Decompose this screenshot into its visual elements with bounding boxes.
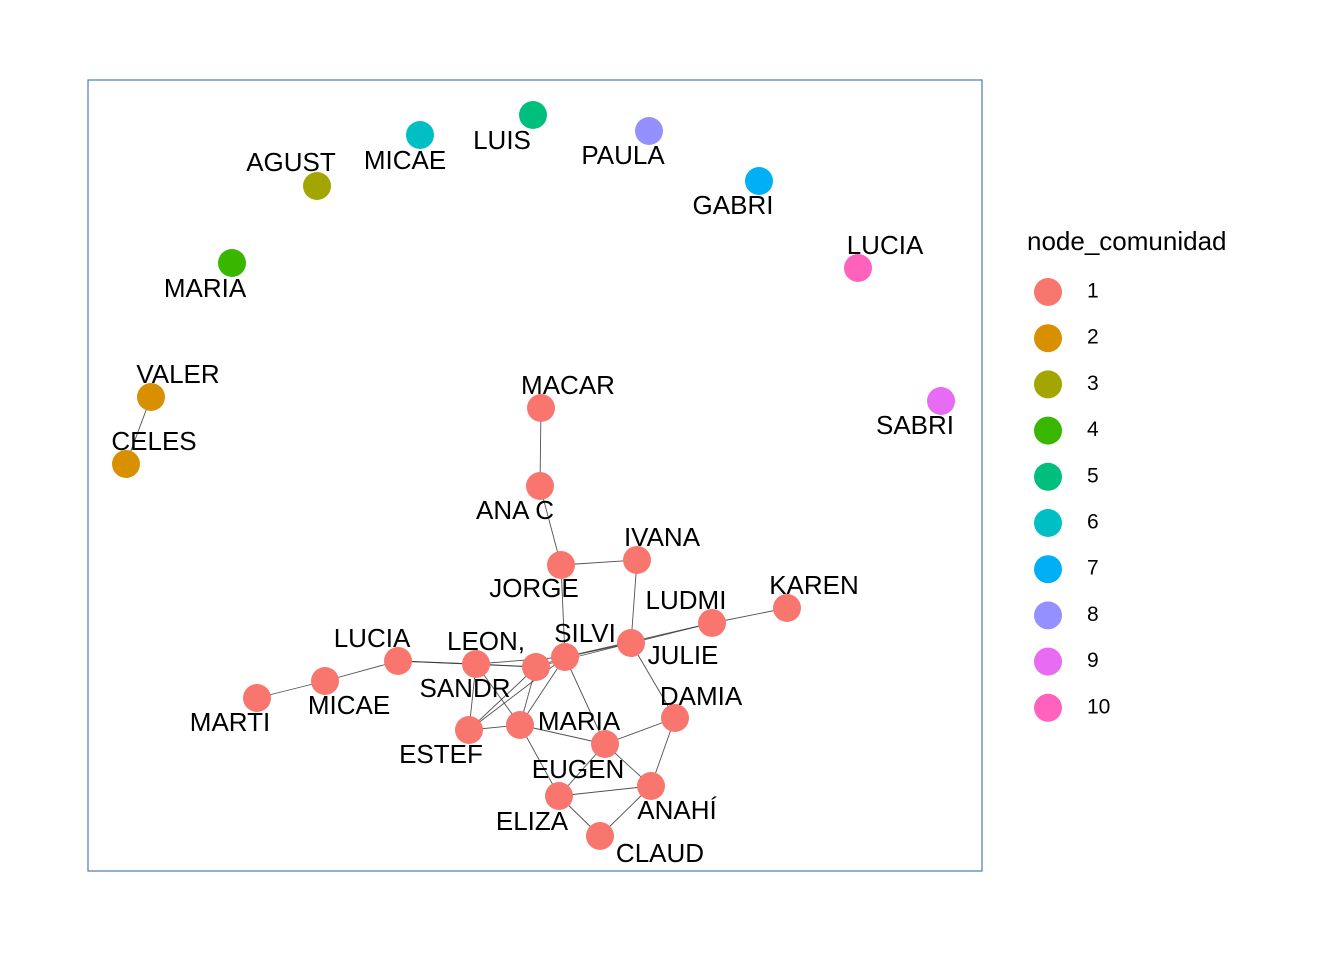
node-anahi — [637, 772, 665, 800]
legend-label-8: 8 — [1087, 603, 1099, 626]
node-luis — [519, 101, 547, 129]
node-estef — [455, 716, 483, 744]
node-label-maria_top: MARIA — [164, 273, 247, 303]
node-micae — [311, 667, 339, 695]
node-celes — [112, 450, 140, 478]
legend-key-3 — [1034, 370, 1062, 399]
legend-title: node_comunidad — [1027, 226, 1227, 256]
node-label-lucia: LUCIA — [334, 623, 411, 653]
node-label-maria: MARIA — [538, 706, 621, 736]
node-micae_top — [406, 121, 434, 149]
node-label-silvi: SILVI — [554, 618, 616, 648]
node-macar — [527, 394, 555, 422]
legend-label-5: 5 — [1087, 464, 1099, 487]
node-agust — [303, 172, 331, 200]
legend-label-7: 7 — [1087, 557, 1099, 580]
legend-label-10: 10 — [1087, 695, 1110, 718]
edge-sandr-estef — [468, 666, 537, 731]
node-sandr — [522, 653, 550, 681]
plot-panel-border — [87, 79, 983, 872]
node-label-celes: CELES — [111, 426, 196, 456]
edge-silvi-leon — [475, 656, 566, 665]
legend-key-6 — [1034, 509, 1062, 537]
node-label-leon: LEON, — [447, 626, 525, 656]
node-ivana — [623, 546, 651, 574]
node-leon — [462, 650, 490, 678]
node-maria — [506, 711, 534, 739]
legend: node_comunidad 1 2 3 4 5 6 7 8 9 10 — [1027, 226, 1227, 722]
node-label-damia: DAMIA — [660, 681, 743, 711]
legend-label-2: 2 — [1087, 326, 1099, 349]
legend-label-1: 1 — [1087, 280, 1099, 303]
node-gabri — [745, 167, 773, 195]
node-label-lucia_top: LUCIA — [847, 230, 924, 260]
node-lucia — [384, 647, 412, 675]
legend-key-7 — [1034, 555, 1062, 584]
node-label-anahi: ANAHÍ — [637, 795, 717, 825]
node-label-karen: KAREN — [769, 570, 859, 600]
legend-label-6: 6 — [1087, 511, 1099, 534]
edge-maria-eugen — [519, 724, 606, 745]
node-label-julie: JULIE — [648, 640, 719, 670]
node-label-marti: MARTI — [190, 707, 270, 737]
node-ludmi — [698, 609, 726, 637]
node-label-ivana: IVANA — [624, 522, 701, 552]
node-damia — [661, 704, 689, 732]
legend-label-4: 4 — [1087, 418, 1099, 441]
legend-key-2 — [1034, 324, 1062, 353]
legend-label-9: 9 — [1087, 649, 1099, 672]
node-label-gabri: GABRI — [693, 190, 774, 220]
node-label-jorge: JORGE — [489, 573, 579, 603]
nodes-layer — [112, 101, 955, 850]
legend-key-8 — [1034, 601, 1062, 630]
legend-label-3: 3 — [1087, 372, 1099, 395]
node-label-sandr: SANDR — [419, 673, 510, 703]
node-label-luis: LUIS — [473, 125, 531, 155]
node-valer — [137, 383, 165, 411]
node-label-paula: PAULA — [581, 140, 665, 170]
legend-key-4 — [1034, 416, 1062, 445]
node-lucia_top — [844, 254, 872, 282]
edge-jorge-silvi — [560, 564, 566, 658]
edge-eliza-anahi — [558, 785, 652, 797]
edge-silvi-eugen — [564, 656, 606, 745]
node-label-micae: MICAE — [308, 690, 390, 720]
node-label-macar: MACAR — [521, 370, 615, 400]
edges-layer — [125, 396, 788, 837]
node-label-estef: ESTEF — [399, 739, 483, 769]
legend-key-9 — [1034, 647, 1062, 676]
node-karen — [773, 594, 801, 622]
node-claud — [586, 822, 614, 850]
node-maria_top — [218, 249, 246, 277]
node-label-sabri: SABRI — [876, 410, 954, 440]
node-label-micae_top: MICAE — [364, 145, 446, 175]
legend-key-1 — [1034, 278, 1062, 306]
node-label-agust: AGUST — [246, 147, 336, 177]
node-paula — [635, 117, 663, 145]
labels-layer: AGUST MICAE LUIS PAULA GABRI LUCIA MARIA VALER C… — [111, 125, 954, 868]
node-marti — [243, 684, 271, 712]
legend-key-5 — [1034, 462, 1062, 491]
node-silvi — [551, 643, 579, 671]
node-label-ludmi: LUDMI — [646, 585, 727, 615]
node-eliza — [545, 782, 573, 810]
node-label-claud: CLAUD — [616, 838, 704, 868]
edge-julie-damia — [630, 642, 676, 719]
node-anac — [526, 472, 554, 500]
node-label-eliza: ELIZA — [496, 806, 569, 836]
node-sabri — [927, 387, 955, 415]
legend-key-10 — [1034, 693, 1062, 722]
node-label-anac: ANA C — [476, 495, 554, 525]
edge-julie-sandr — [535, 642, 632, 668]
node-julie — [617, 629, 645, 657]
node-label-eugen: EUGEN — [532, 754, 624, 784]
node-eugen — [591, 730, 619, 758]
node-jorge — [547, 551, 575, 579]
node-label-valer: VALER — [136, 359, 219, 389]
